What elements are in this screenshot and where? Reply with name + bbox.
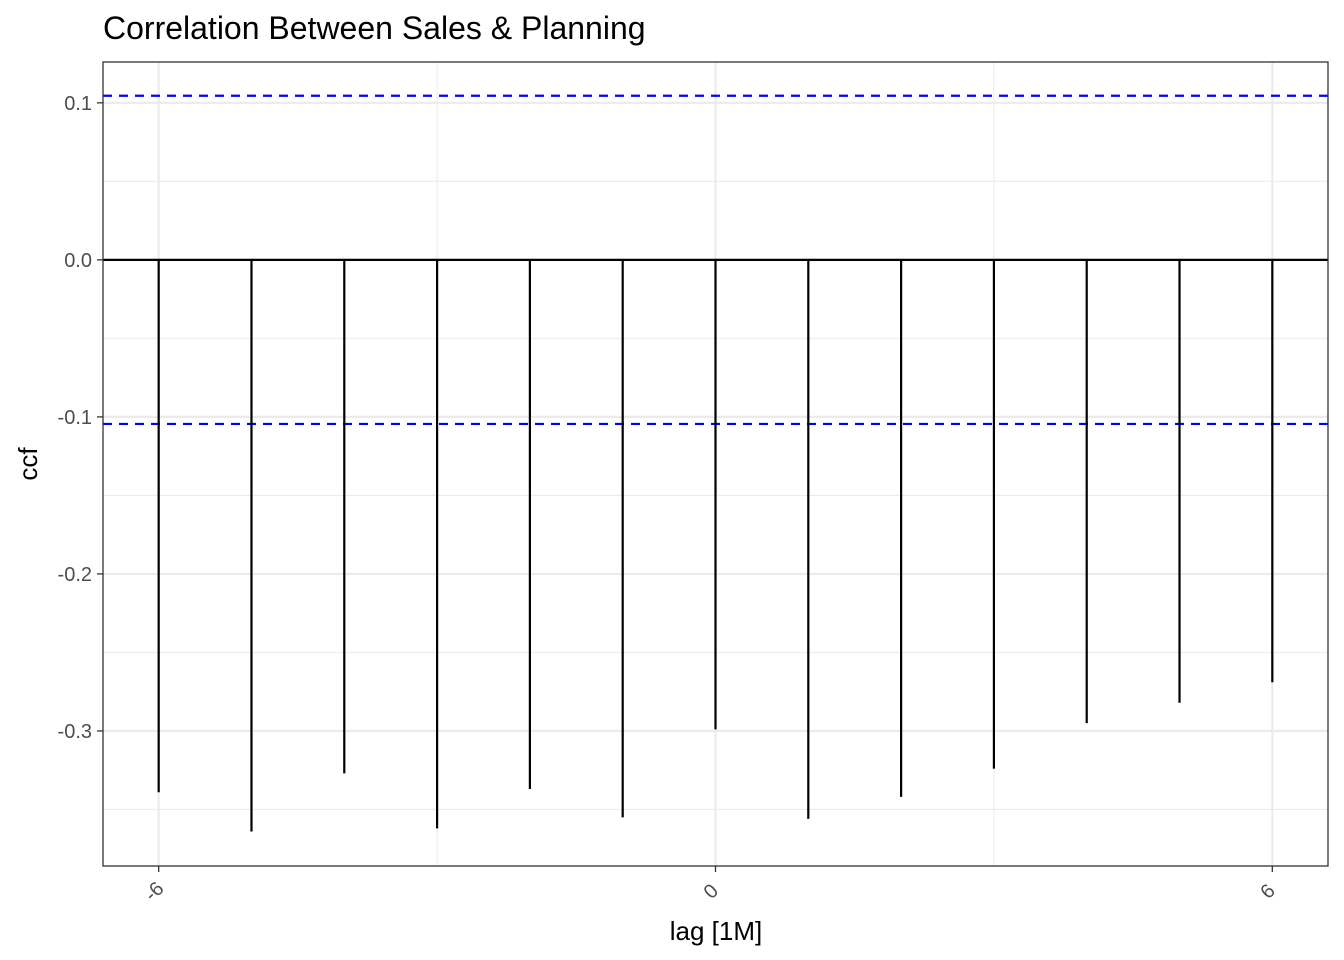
chart-title: Correlation Between Sales & Planning: [103, 10, 646, 46]
bars: [157, 259, 1274, 832]
y-tick-label: 0.1: [64, 93, 92, 115]
y-tick-label: 0.0: [64, 250, 92, 272]
y-tick-label: -0.2: [58, 564, 92, 586]
y-axis-title: ccf: [13, 447, 43, 481]
x-axis-title: lag [1M]: [670, 916, 763, 946]
y-tick-label: -0.3: [58, 721, 92, 743]
y-tick-label: -0.1: [58, 407, 92, 429]
